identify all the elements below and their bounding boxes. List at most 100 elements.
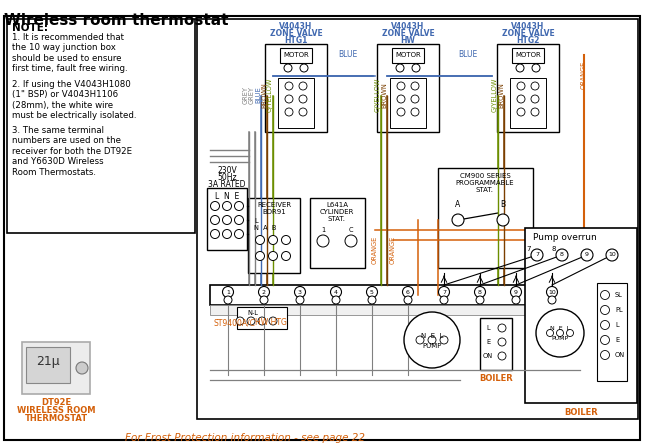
Text: HTG1: HTG1 bbox=[284, 36, 308, 45]
Circle shape bbox=[475, 287, 486, 298]
Text: A: A bbox=[455, 200, 461, 209]
Circle shape bbox=[411, 82, 419, 90]
Text: E: E bbox=[615, 337, 619, 343]
Text: BOILER: BOILER bbox=[479, 374, 513, 383]
Circle shape bbox=[531, 249, 543, 261]
Text: L: L bbox=[254, 218, 257, 224]
Text: N  E  L: N E L bbox=[421, 333, 443, 339]
Circle shape bbox=[557, 329, 564, 337]
Circle shape bbox=[281, 236, 290, 245]
Circle shape bbox=[517, 108, 525, 116]
Text: BROWN: BROWN bbox=[261, 82, 267, 108]
Bar bbox=[197, 19, 638, 419]
Circle shape bbox=[223, 215, 232, 224]
Text: B: B bbox=[501, 200, 506, 209]
Text: 9: 9 bbox=[514, 290, 518, 295]
Circle shape bbox=[235, 202, 244, 211]
Circle shape bbox=[299, 95, 307, 103]
Text: ZONE VALVE: ZONE VALVE bbox=[502, 29, 554, 38]
Text: N-L: N-L bbox=[248, 310, 259, 316]
Text: BOILER: BOILER bbox=[564, 408, 598, 417]
Text: V4043H: V4043H bbox=[279, 22, 313, 31]
Circle shape bbox=[404, 312, 460, 368]
Circle shape bbox=[439, 287, 450, 298]
Text: BLUE: BLUE bbox=[339, 50, 357, 59]
Circle shape bbox=[546, 329, 553, 337]
Bar bbox=[310, 198, 365, 268]
Text: 2. If using the V4043H1080
(1" BSP) or V4043H1106
(28mm), the white wire
must be: 2. If using the V4043H1080 (1" BSP) or V… bbox=[12, 80, 137, 120]
Circle shape bbox=[258, 317, 266, 325]
Text: 3: 3 bbox=[298, 290, 302, 295]
Text: ZONE VALVE: ZONE VALVE bbox=[382, 29, 434, 38]
Text: CM900 SERIES: CM900 SERIES bbox=[460, 173, 510, 179]
Text: ORANGE: ORANGE bbox=[390, 236, 396, 264]
Circle shape bbox=[210, 215, 219, 224]
Circle shape bbox=[285, 82, 293, 90]
Text: E: E bbox=[486, 339, 490, 345]
Circle shape bbox=[556, 249, 568, 261]
Text: Wireless room thermostat: Wireless room thermostat bbox=[4, 13, 228, 28]
Text: 2: 2 bbox=[262, 290, 266, 295]
Circle shape bbox=[600, 350, 610, 359]
Bar bbox=[390, 78, 426, 128]
Text: ORANGE: ORANGE bbox=[581, 61, 587, 89]
Text: WIRELESS ROOM: WIRELESS ROOM bbox=[17, 406, 95, 415]
Circle shape bbox=[452, 214, 464, 226]
Circle shape bbox=[404, 296, 412, 304]
Text: L641A: L641A bbox=[326, 202, 348, 208]
Circle shape bbox=[497, 214, 509, 226]
Bar bbox=[22, 342, 90, 394]
Circle shape bbox=[299, 82, 307, 90]
Text: STAT.: STAT. bbox=[328, 216, 346, 222]
Text: 3A RATED: 3A RATED bbox=[208, 180, 246, 189]
Circle shape bbox=[510, 287, 522, 298]
Circle shape bbox=[600, 320, 610, 329]
Text: 8: 8 bbox=[478, 290, 482, 295]
Bar bbox=[510, 78, 546, 128]
Circle shape bbox=[366, 287, 377, 298]
Circle shape bbox=[210, 202, 219, 211]
Text: 230V: 230V bbox=[217, 166, 237, 175]
Text: GREY: GREY bbox=[243, 86, 249, 104]
Text: BLUE: BLUE bbox=[255, 87, 261, 103]
Circle shape bbox=[411, 95, 419, 103]
Circle shape bbox=[247, 317, 255, 325]
Circle shape bbox=[235, 229, 244, 239]
Circle shape bbox=[255, 236, 264, 245]
Circle shape bbox=[368, 296, 376, 304]
Bar bbox=[392, 48, 424, 63]
Text: ON: ON bbox=[483, 353, 493, 359]
Circle shape bbox=[397, 82, 405, 90]
Text: PUMP: PUMP bbox=[422, 343, 442, 349]
Circle shape bbox=[259, 287, 270, 298]
Text: L: L bbox=[615, 322, 619, 328]
Circle shape bbox=[396, 64, 404, 72]
Circle shape bbox=[428, 336, 436, 344]
Circle shape bbox=[330, 287, 341, 298]
Bar bbox=[377, 44, 439, 132]
Text: HTG2: HTG2 bbox=[516, 36, 540, 45]
Circle shape bbox=[295, 287, 306, 298]
Bar bbox=[525, 228, 637, 403]
Text: BROWN: BROWN bbox=[381, 82, 387, 108]
Text: ORANGE: ORANGE bbox=[372, 236, 378, 264]
Circle shape bbox=[296, 296, 304, 304]
Text: 7: 7 bbox=[527, 246, 531, 252]
Circle shape bbox=[299, 108, 307, 116]
Circle shape bbox=[397, 108, 405, 116]
Text: RECEIVER: RECEIVER bbox=[257, 202, 291, 208]
Circle shape bbox=[498, 338, 506, 346]
Circle shape bbox=[498, 324, 506, 332]
Circle shape bbox=[285, 108, 293, 116]
Circle shape bbox=[600, 291, 610, 299]
Bar bbox=[248, 198, 300, 273]
Text: N  A  B: N A B bbox=[254, 225, 276, 231]
Text: V4043H: V4043H bbox=[392, 22, 424, 31]
Text: GREY: GREY bbox=[249, 86, 255, 104]
Text: SL: SL bbox=[615, 292, 623, 298]
Bar bbox=[7, 19, 195, 233]
Text: 21µ: 21µ bbox=[36, 355, 60, 368]
Circle shape bbox=[284, 64, 292, 72]
Text: 7: 7 bbox=[535, 253, 539, 257]
Circle shape bbox=[236, 317, 244, 325]
